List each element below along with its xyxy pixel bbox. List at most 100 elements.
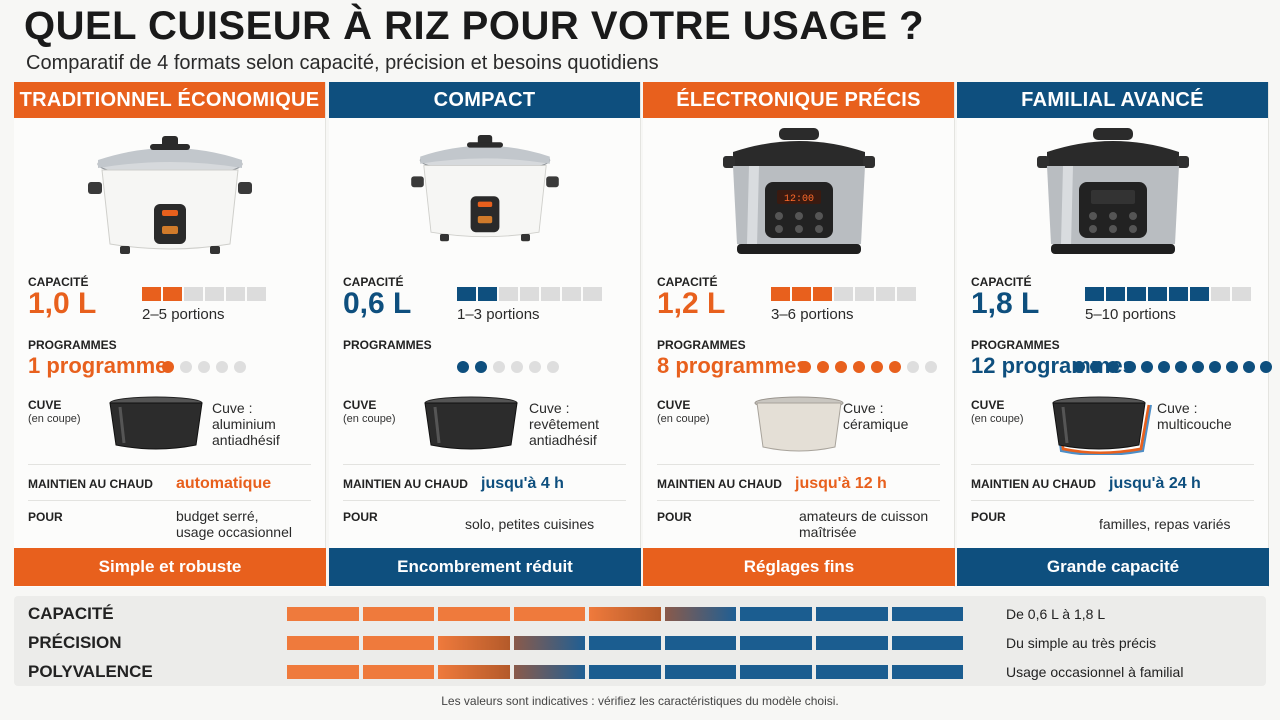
page-title: QUEL CUISEUR À RIZ POUR VOTRE USAGE ? [24, 4, 925, 48]
scale-segment [740, 607, 812, 621]
for-text: amateurs de cuisson maîtrisée [799, 508, 929, 540]
scale-segment [513, 607, 586, 621]
capacity-bar-segment [834, 287, 853, 301]
scale-label: CAPACITÉ [28, 604, 114, 623]
program-dot [817, 361, 829, 373]
capacity-bar-segment [771, 287, 790, 301]
divider [28, 500, 311, 501]
portions-text: 5–10 portions [1085, 306, 1176, 323]
program-dot [1158, 361, 1170, 373]
program-dot [1090, 361, 1102, 373]
program-dot [835, 361, 847, 373]
program-dot [180, 361, 192, 373]
divider [343, 500, 626, 501]
keep-warm-value: jusqu'à 24 h [1109, 475, 1201, 492]
program-dot [1073, 361, 1085, 373]
program-dot [871, 361, 883, 373]
capacity-label: CAPACITÉ [657, 275, 718, 289]
bowl-description: Cuve : céramique [843, 400, 909, 432]
scale-segment [362, 607, 435, 621]
dark-bowl-icon [421, 395, 525, 460]
capacity-bar-segment [163, 287, 182, 301]
capacity-bar-segment [1169, 287, 1188, 301]
capacity-bar-segment [1232, 287, 1251, 301]
for-text: budget serré, usage occasionnel [176, 508, 292, 540]
capacity-bar-segment [142, 287, 161, 301]
capacity-bars [1085, 287, 1251, 301]
program-dot [475, 361, 487, 373]
program-dot [1124, 361, 1136, 373]
capacity-bar-segment [1148, 287, 1167, 301]
divider [28, 464, 311, 465]
program-dots [799, 361, 937, 373]
scale-segment [664, 665, 737, 679]
scale-bar [287, 665, 964, 679]
for-label: POUR [971, 510, 1006, 524]
programs-label: PROGRAMMES [343, 338, 432, 352]
column-title: COMPACT [329, 82, 640, 118]
svg-text:12:00: 12:00 [784, 194, 814, 205]
scale-segment [664, 607, 737, 621]
program-dots [457, 361, 559, 373]
ceramic-bowl-icon [753, 395, 845, 460]
capacity-bar-segment [562, 287, 581, 301]
scale-row: CAPACITÉ De 0,6 L à 1,8 L [14, 600, 1266, 628]
scale-row: PRÉCISION Du simple au très précis [14, 629, 1266, 657]
scale-bar [287, 636, 964, 650]
keep-warm-label: MAINTIEN AU CHAUD [657, 477, 782, 491]
capacity-bar-segment [457, 287, 476, 301]
for-label: POUR [657, 510, 692, 524]
program-dot [853, 361, 865, 373]
program-dot [1260, 361, 1272, 373]
scale-row: POLYVALENCE Usage occasionnel à familial [14, 658, 1266, 686]
capacity-bars [142, 287, 266, 301]
scale-segment [589, 665, 661, 679]
capacity-label: CAPACITÉ [971, 275, 1032, 289]
scale-segment [740, 665, 812, 679]
capacity-label: CAPACITÉ [343, 275, 404, 289]
column-footer: Encombrement réduit [329, 548, 641, 586]
program-dots [162, 361, 246, 373]
program-dots [1073, 361, 1272, 373]
premium-rice-cooker-icon [957, 122, 1269, 262]
footnote: Les valeurs sont indicatives : vérifiez … [441, 694, 839, 708]
program-dot [889, 361, 901, 373]
scale-segment [815, 636, 888, 650]
program-dot [925, 361, 937, 373]
program-dot [1107, 361, 1119, 373]
capacity-bar-segment [247, 287, 266, 301]
scale-segment [891, 607, 964, 621]
column-footer: Simple et robuste [14, 548, 326, 586]
capacity-bar-segment [1190, 287, 1209, 301]
product-column: FAMILIAL AVANCÉ CAPACITÉ 1,8 L 5–10 port… [957, 82, 1272, 587]
scale-segment [438, 636, 510, 650]
scale-description: Usage occasionnel à familial [1006, 664, 1184, 680]
program-dot [1226, 361, 1238, 373]
capacity-bar-segment [1085, 287, 1104, 301]
capacity-bar-segment [855, 287, 874, 301]
column-footer: Réglages fins [643, 548, 955, 586]
scale-segment [513, 636, 586, 650]
capacity-value: 0,6 L [343, 287, 412, 320]
programs-label: PROGRAMMES [28, 338, 117, 352]
keep-warm-value: jusqu'à 12 h [795, 475, 887, 492]
programs-value: 1 programme [28, 353, 168, 378]
bowl-description: Cuve : aluminium antiadhésif [212, 400, 280, 448]
capacity-bar-segment [499, 287, 518, 301]
capacity-bar-segment [478, 287, 497, 301]
product-column: COMPACT CAPACITÉ 0,6 L 1–3 portions PROG… [329, 82, 641, 587]
bowl-sublabel: (en coupe) [28, 413, 81, 425]
capacity-label: CAPACITÉ [28, 275, 89, 289]
capacity-bar-segment [583, 287, 602, 301]
column-title: ÉLECTRONIQUE PRÉCIS [643, 82, 954, 118]
portions-text: 3–6 portions [771, 306, 854, 323]
bowl-label: CUVE [657, 398, 691, 412]
programs-label: PROGRAMMES [657, 338, 746, 352]
bowl-label: CUVE [971, 398, 1005, 412]
capacity-bar-segment [1106, 287, 1125, 301]
scale-segment [362, 636, 435, 650]
program-dot [1243, 361, 1255, 373]
scale-segment [815, 665, 888, 679]
capacity-bar-segment [1211, 287, 1230, 301]
for-text: familles, repas variés [1099, 516, 1231, 532]
